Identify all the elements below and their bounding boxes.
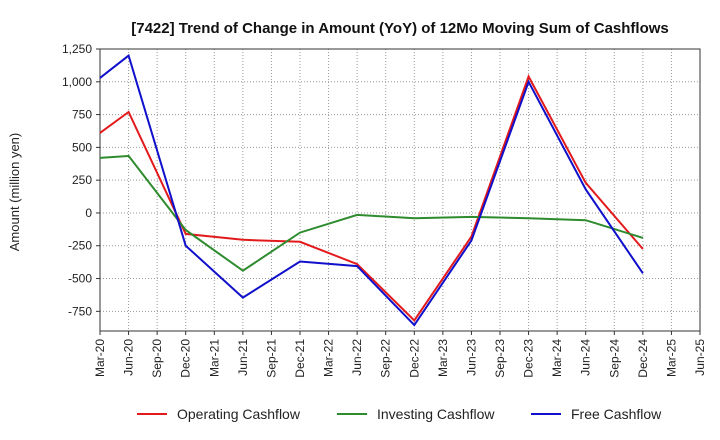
legend-label: Free Cashflow — [571, 406, 662, 422]
legend-label: Operating Cashflow — [177, 406, 301, 422]
legend-label: Investing Cashflow — [377, 406, 495, 422]
x-tick-label: Jun-20 — [122, 339, 136, 376]
x-tick-label: Jun-21 — [236, 339, 250, 376]
x-tick-label: Dec-21 — [293, 339, 307, 378]
legend: Operating Cashflow Investing Cashflow Free… — [137, 406, 662, 422]
x-tick-label: Mar-23 — [436, 339, 450, 377]
x-tick-label: Sep-24 — [607, 339, 621, 378]
grid-layer — [99, 48, 701, 331]
y-tick-label: 750 — [72, 108, 92, 122]
y-tick-label: -750 — [68, 304, 92, 318]
x-tick-label: Mar-20 — [93, 339, 107, 377]
y-tick-label: 1,000 — [62, 75, 92, 89]
y-tick-label: -250 — [68, 239, 92, 253]
x-tick-label: Jun-23 — [464, 339, 478, 376]
x-tick-label: Sep-23 — [493, 339, 507, 378]
series-line — [99, 53, 644, 327]
x-tick-label: Mar-25 — [664, 339, 678, 377]
y-tick-label: -500 — [68, 272, 92, 286]
series-line — [99, 74, 644, 323]
plot-frame — [99, 48, 701, 332]
x-tick-label: Jun-24 — [579, 339, 593, 376]
x-tick-label: Dec-22 — [407, 339, 421, 378]
x-tick-label: Sep-20 — [150, 339, 164, 378]
x-tick-label: Mar-22 — [322, 339, 336, 377]
x-tick-label: Dec-20 — [179, 339, 193, 378]
x-tick-label: Mar-21 — [207, 339, 221, 377]
x-tick-label: Mar-24 — [550, 339, 564, 377]
x-tick-label: Dec-24 — [636, 339, 650, 378]
y-tick-label: 500 — [72, 140, 92, 154]
x-tick-label: Dec-23 — [522, 339, 536, 378]
series-line — [99, 154, 644, 272]
x-tick-label: Sep-22 — [379, 339, 393, 378]
x-tick-label: Sep-21 — [264, 339, 278, 378]
y-tick-label: 1,250 — [62, 42, 92, 56]
series-layer — [99, 53, 644, 327]
axis-layer: 1,250 1,000 750 500 250 0 -250 -500 -750 Mar-20 Ju… — [62, 42, 707, 378]
x-tick-label: Jun-25 — [693, 339, 707, 376]
y-axis-label: Amount (million yen) — [7, 133, 22, 252]
x-tick-label: Jun-22 — [350, 339, 364, 376]
chart-title: [7422] Trend of Change in Amount (YoY) o… — [131, 20, 669, 37]
y-tick-label: 0 — [85, 206, 92, 220]
y-tick-label: 250 — [72, 173, 92, 187]
